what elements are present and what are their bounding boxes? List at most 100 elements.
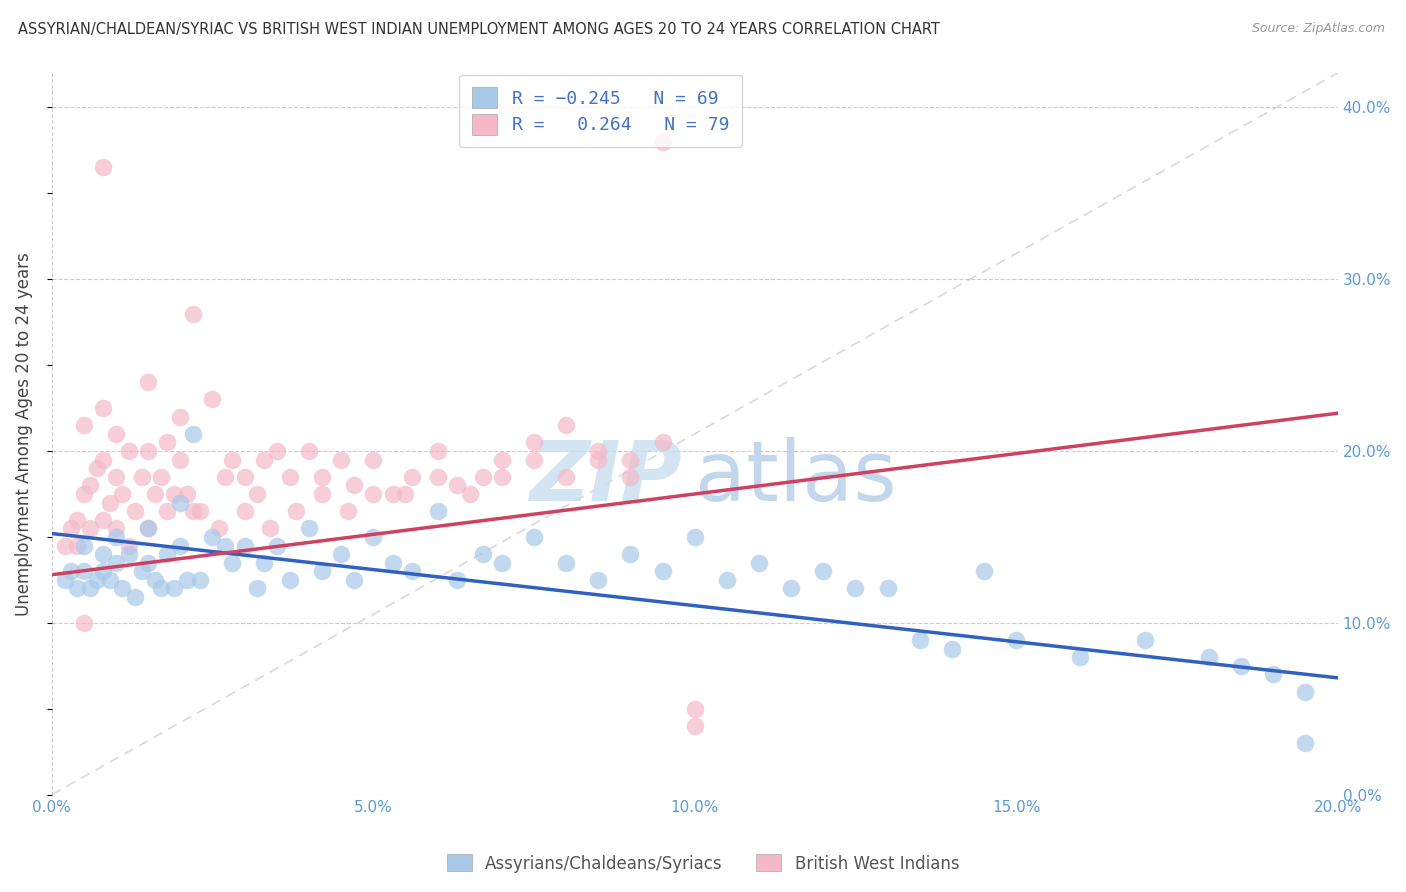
Point	[118, 444, 141, 458]
Point	[651, 435, 673, 450]
Point	[1263, 667, 1285, 681]
Point	[491, 452, 513, 467]
Point	[446, 573, 468, 587]
Point	[98, 495, 121, 509]
Point	[118, 539, 141, 553]
Point	[66, 539, 89, 553]
Point	[253, 556, 276, 570]
Point	[278, 573, 301, 587]
Point	[426, 470, 449, 484]
Point	[716, 573, 738, 587]
Point	[336, 504, 359, 518]
Point	[150, 470, 173, 484]
Point	[1005, 633, 1028, 648]
Point	[66, 513, 89, 527]
Point	[381, 487, 404, 501]
Point	[683, 719, 706, 733]
Point	[176, 487, 198, 501]
Point	[136, 556, 159, 570]
Point	[156, 547, 179, 561]
Point	[973, 564, 995, 578]
Point	[221, 556, 243, 570]
Point	[53, 573, 76, 587]
Point	[136, 376, 159, 390]
Text: atlas: atlas	[695, 437, 897, 517]
Point	[105, 556, 128, 570]
Point	[188, 504, 211, 518]
Point	[311, 470, 333, 484]
Point	[1198, 650, 1220, 665]
Point	[330, 452, 353, 467]
Point	[124, 590, 146, 604]
Point	[201, 530, 224, 544]
Point	[118, 547, 141, 561]
Point	[523, 530, 546, 544]
Point	[79, 521, 101, 535]
Point	[426, 504, 449, 518]
Point	[181, 307, 204, 321]
Point	[156, 504, 179, 518]
Point	[311, 487, 333, 501]
Point	[214, 470, 236, 484]
Point	[401, 470, 423, 484]
Point	[188, 573, 211, 587]
Point	[136, 444, 159, 458]
Point	[73, 539, 96, 553]
Text: ZIP: ZIP	[529, 437, 682, 517]
Point	[259, 521, 281, 535]
Point	[586, 573, 609, 587]
Point	[246, 582, 269, 596]
Point	[844, 582, 866, 596]
Point	[98, 573, 121, 587]
Point	[143, 573, 166, 587]
Point	[73, 418, 96, 433]
Point	[91, 161, 114, 175]
Point	[1295, 684, 1317, 698]
Point	[343, 573, 366, 587]
Point	[91, 513, 114, 527]
Point	[876, 582, 898, 596]
Point	[361, 452, 384, 467]
Point	[111, 487, 134, 501]
Point	[555, 470, 578, 484]
Point	[91, 564, 114, 578]
Point	[394, 487, 416, 501]
Point	[208, 521, 231, 535]
Point	[361, 530, 384, 544]
Point	[150, 582, 173, 596]
Point	[91, 547, 114, 561]
Point	[136, 521, 159, 535]
Point	[1069, 650, 1091, 665]
Point	[278, 470, 301, 484]
Point	[214, 539, 236, 553]
Point	[233, 504, 256, 518]
Point	[471, 547, 494, 561]
Point	[53, 539, 76, 553]
Point	[285, 504, 308, 518]
Point	[86, 461, 108, 475]
Point	[79, 582, 101, 596]
Point	[748, 556, 770, 570]
Point	[330, 547, 353, 561]
Point	[253, 452, 276, 467]
Point	[221, 452, 243, 467]
Point	[169, 452, 191, 467]
Text: ASSYRIAN/CHALDEAN/SYRIAC VS BRITISH WEST INDIAN UNEMPLOYMENT AMONG AGES 20 TO 24: ASSYRIAN/CHALDEAN/SYRIAC VS BRITISH WEST…	[18, 22, 941, 37]
Point	[266, 539, 288, 553]
Point	[176, 573, 198, 587]
Point	[555, 418, 578, 433]
Point	[523, 435, 546, 450]
Point	[79, 478, 101, 492]
Point	[298, 521, 321, 535]
Point	[60, 564, 83, 578]
Point	[298, 444, 321, 458]
Point	[446, 478, 468, 492]
Point	[131, 564, 153, 578]
Point	[169, 539, 191, 553]
Y-axis label: Unemployment Among Ages 20 to 24 years: Unemployment Among Ages 20 to 24 years	[15, 252, 32, 615]
Point	[105, 426, 128, 441]
Point	[124, 504, 146, 518]
Point	[246, 487, 269, 501]
Point	[91, 401, 114, 415]
Point	[555, 556, 578, 570]
